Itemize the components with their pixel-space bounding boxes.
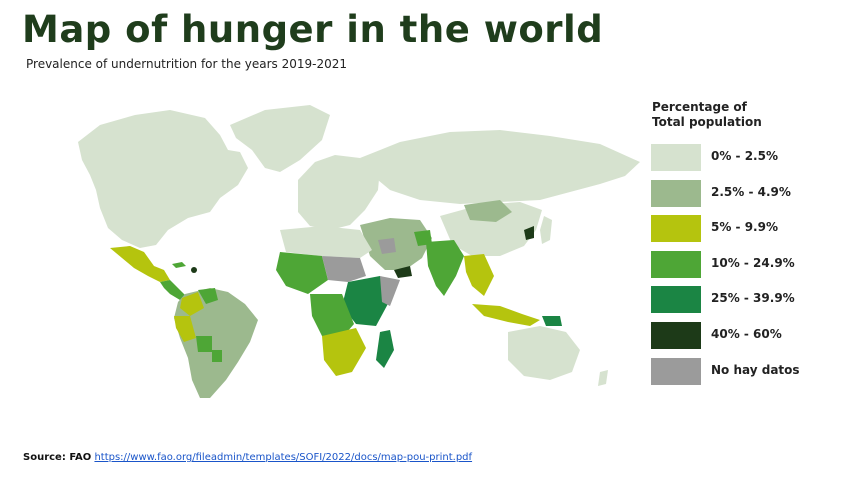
legend-swatch: [651, 179, 701, 207]
japan: [540, 216, 552, 244]
page-subtitle: Prevalence of undernutrition for the yea…: [26, 57, 348, 71]
russia: [360, 130, 640, 204]
north-america: [78, 110, 248, 248]
yemen: [394, 266, 412, 278]
legend-swatch: [651, 286, 701, 314]
caribbean: [172, 262, 186, 268]
legend-item: 5% - 9.9%: [651, 215, 851, 243]
legend-label: 5% - 9.9%: [711, 220, 778, 235]
haiti: [191, 267, 197, 273]
legend-swatch: [651, 144, 701, 171]
china: [440, 202, 542, 256]
world-map: [78, 105, 640, 398]
indonesia: [472, 304, 540, 326]
legend-label: 40% - 60%: [711, 326, 782, 341]
afghanistan: [414, 230, 432, 246]
papua: [542, 316, 562, 326]
legend-item: No hay datos: [651, 357, 851, 385]
paraguay: [212, 350, 222, 362]
legend-label: 2.5% - 4.9%: [711, 184, 791, 199]
australia: [508, 326, 580, 380]
new-zealand: [598, 370, 608, 386]
legend-swatch: [651, 250, 701, 278]
south-america: [174, 288, 258, 398]
page-title: Map of hunger in the world: [22, 8, 604, 51]
india: [426, 240, 464, 296]
venezuela: [198, 288, 218, 304]
colombia: [180, 292, 204, 316]
legend-swatch: [651, 357, 701, 385]
legend-item: 2.5% - 4.9%: [651, 179, 851, 207]
africa-sahel: [322, 256, 366, 282]
legend-item: 0% - 2.5%: [651, 144, 851, 171]
legend-title-line2: Total population: [652, 115, 762, 129]
legend-item: 25% - 39.9%: [651, 286, 851, 314]
legend-swatch: [651, 321, 701, 349]
africa-south: [322, 328, 366, 376]
africa-central: [310, 294, 354, 340]
source-prefix: Source: FAO: [23, 452, 92, 463]
central-america: [160, 280, 186, 300]
madagascar: [376, 330, 394, 368]
europe: [298, 155, 380, 230]
greenland: [230, 105, 330, 172]
legend-item: 10% - 24.9%: [651, 250, 851, 278]
legend: 0% - 2.5% 2.5% - 4.9% 5% - 9.9% 10% - 24…: [651, 144, 851, 393]
peru: [174, 316, 196, 342]
legend-swatch: [651, 215, 701, 243]
mongolia: [464, 200, 512, 222]
middle-east: [360, 218, 432, 270]
source-citation: Source: FAO https://www.fao.org/fileadmi…: [23, 452, 472, 463]
legend-title-line1: Percentage of: [652, 100, 747, 114]
source-link[interactable]: https://www.fao.org/fileadmin/templates/…: [94, 452, 473, 463]
legend-label: No hay datos: [711, 362, 800, 377]
mexico: [110, 246, 170, 282]
legend-item: 40% - 60%: [651, 321, 851, 349]
arabia-grey: [378, 238, 396, 254]
southeast-asia: [464, 254, 494, 296]
bolivia: [196, 336, 212, 352]
legend-label: 0% - 2.5%: [711, 149, 778, 163]
legend-label: 10% - 24.9%: [711, 255, 795, 270]
somalia: [380, 276, 400, 306]
africa-north: [280, 226, 372, 258]
africa-west: [276, 252, 328, 294]
legend-title: Percentage of Total population: [652, 100, 762, 130]
africa-east: [342, 276, 390, 326]
legend-label: 25% - 39.9%: [711, 291, 795, 306]
north-korea: [524, 226, 534, 240]
